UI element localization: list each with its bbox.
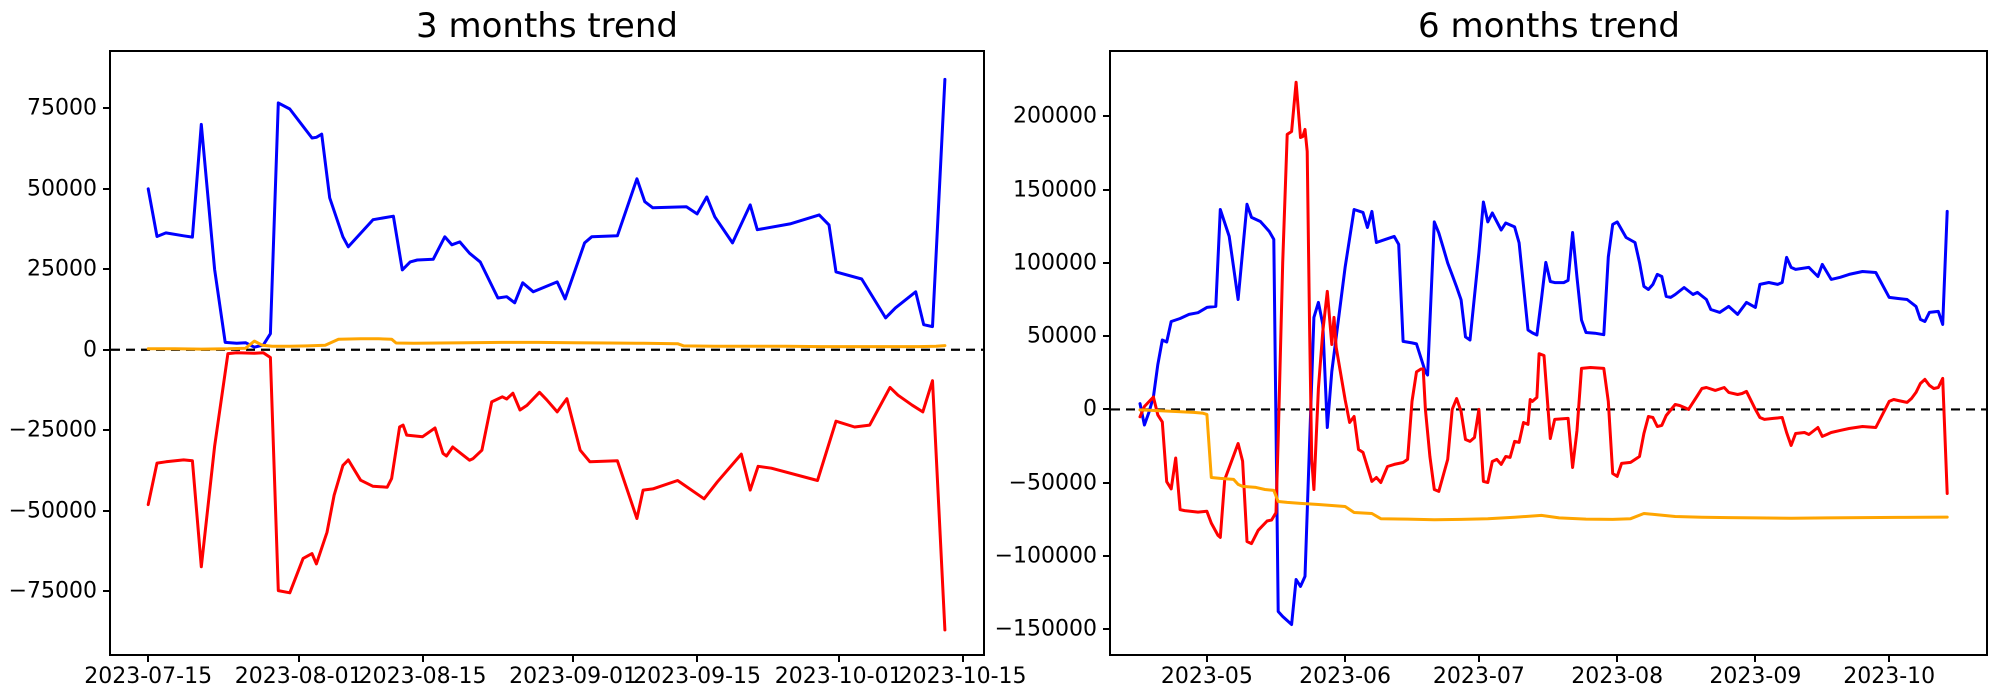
x-tick-label: 2023-09-15 [633, 664, 762, 689]
y-tick-mark [103, 107, 111, 110]
series-orange-line [146, 337, 947, 351]
x-tick-label: 2023-07 [1432, 664, 1525, 689]
x-tick-label: 2023-06 [1299, 664, 1392, 689]
x-tick-label: 2023-10 [1843, 664, 1936, 689]
plot-area-2 [1109, 50, 1988, 656]
x-tick-label: 2023-08-01 [234, 664, 363, 689]
y-tick-label: 150000 [1013, 177, 1097, 202]
y-tick-mark [1103, 261, 1111, 264]
x-tick-mark [572, 654, 575, 662]
y-tick-label: 50000 [27, 176, 97, 202]
y-tick-label: 0 [1083, 396, 1097, 422]
plot-area-1 [109, 50, 985, 656]
y-tick-mark [1103, 481, 1111, 484]
y-tick-mark [103, 348, 111, 351]
x-tick-label: 2023-10-01 [774, 664, 903, 689]
y-tick-mark [103, 590, 111, 593]
x-tick-mark [837, 654, 840, 662]
y-tick-mark [1103, 555, 1111, 558]
series-blue-line [146, 77, 947, 349]
series-red-line [146, 351, 947, 632]
x-tick-mark [1616, 654, 1619, 662]
x-tick-label: 2023-09-01 [509, 664, 638, 689]
y-tick-label: −100000 [994, 543, 1097, 569]
x-tick-mark [297, 654, 300, 662]
y-tick-label: 25000 [27, 256, 97, 282]
x-tick-mark [1205, 654, 1208, 662]
series-blue-line [1138, 200, 1949, 626]
y-tick-mark [103, 187, 111, 190]
x-tick-mark [696, 654, 699, 662]
y-tick-mark [1103, 115, 1111, 118]
y-tick-label: 0 [83, 337, 97, 363]
x-tick-mark [1888, 654, 1891, 662]
y-tick-label: 75000 [27, 95, 97, 121]
y-tick-label: −25000 [8, 417, 97, 443]
x-tick-mark [147, 654, 150, 662]
y-tick-label: 100000 [1013, 250, 1097, 276]
x-tick-mark [1477, 654, 1480, 662]
chart-2-title: 6 months trend [1418, 6, 1680, 46]
x-tick-label: 2023-05 [1160, 664, 1253, 689]
plot-svg-2 [1111, 80, 1986, 626]
x-tick-label: 2023-08 [1571, 664, 1664, 689]
x-tick-label: 2023-10-15 [898, 664, 1027, 689]
y-tick-mark [1103, 408, 1111, 411]
y-tick-label: 50000 [1027, 323, 1097, 349]
y-tick-label: −50000 [8, 498, 97, 524]
series-red-line [1138, 80, 1949, 546]
x-tick-label: 2023-07-15 [84, 664, 213, 689]
y-tick-mark [1103, 628, 1111, 631]
y-tick-mark [103, 509, 111, 512]
y-tick-mark [103, 429, 111, 432]
x-tick-mark [421, 654, 424, 662]
chart-1-title: 3 months trend [416, 6, 678, 46]
x-tick-mark [961, 654, 964, 662]
x-tick-label: 2023-08-15 [358, 664, 487, 689]
y-tick-mark [103, 268, 111, 271]
y-tick-mark [1103, 335, 1111, 338]
x-tick-mark [1754, 654, 1757, 662]
y-tick-mark [1103, 188, 1111, 191]
y-tick-label: −50000 [1008, 470, 1097, 496]
y-tick-label: −150000 [994, 616, 1097, 642]
y-tick-label: 200000 [1013, 103, 1097, 129]
y-tick-label: −75000 [8, 578, 97, 604]
x-tick-mark [1344, 654, 1347, 662]
series-orange-line [1138, 408, 1949, 522]
x-tick-label: 2023-09 [1709, 664, 1802, 689]
plot-svg-1 [111, 77, 983, 632]
